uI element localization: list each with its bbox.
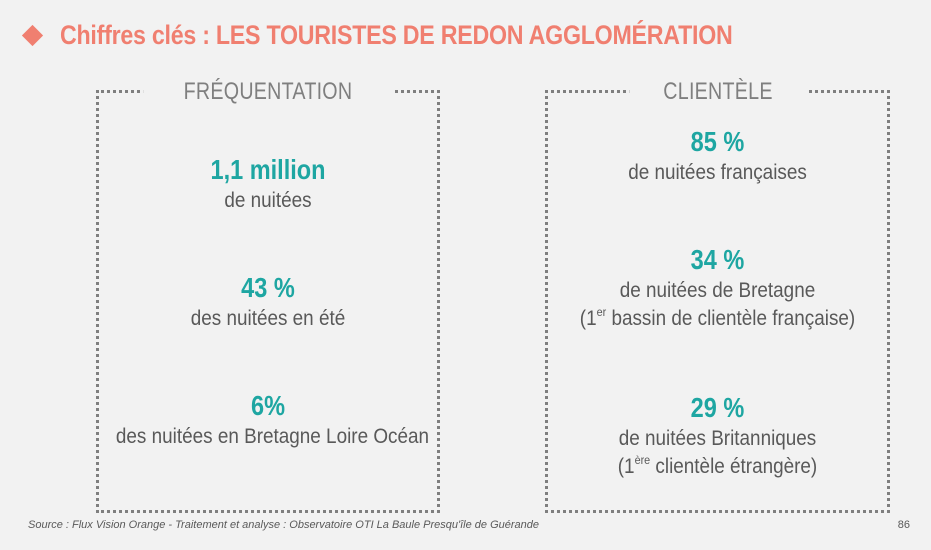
stat-note: (1er bassin de clientèle française) (565, 305, 870, 333)
stat-description: de nuitées de Bretagne (619, 279, 816, 302)
stat-value: 29 % (690, 392, 745, 423)
stat-description: de nuitées françaises (628, 161, 807, 184)
source-note: Source : Flux Vision Orange - Traitement… (28, 519, 540, 531)
stat-note-prefix: (1 (617, 455, 635, 478)
frequentation-heading: FRÉQUENTATION (143, 77, 393, 107)
clientele-heading-text: CLIENTÈLE (662, 78, 773, 105)
stat-nights-summer: 43 % des nuitées en été (99, 271, 437, 333)
clientele-panel: CLIENTÈLE 85 % de nuitées françaises 34 … (545, 77, 890, 513)
stat-nights-bretagne-loire-ocean: 6% des nuitées en Bretagne Loire Océan (99, 389, 437, 451)
stat-nights-total: 1,1 million de nuitées (99, 153, 437, 215)
stat-description: des nuitées en Bretagne Loire Océan (115, 425, 430, 448)
page-number: 86 (897, 519, 910, 531)
stat-note-prefix: (1 (579, 307, 597, 330)
diamond-bullet-icon (21, 24, 44, 46)
frequentation-heading-text: FRÉQUENTATION (183, 78, 353, 105)
stat-value: 85 % (690, 126, 745, 157)
frequentation-panel: FRÉQUENTATION 1,1 million de nuitées 43 … (96, 77, 440, 513)
title-row: Chiffres clés : LES TOURISTES DE REDON A… (20, 14, 842, 56)
stat-description: de nuitées Britanniques (618, 427, 817, 450)
stat-bretagne-nights: 34 % de nuitées de Bretagne (1er bassin … (548, 243, 887, 333)
stat-note: (1ère clientèle étrangère) (565, 453, 870, 481)
stat-value: 43 % (241, 272, 295, 303)
stat-british-nights: 29 % de nuitées Britanniques (1ère clien… (548, 391, 887, 481)
stat-note-superscript: ère (634, 453, 651, 467)
stat-note-superscript: er (596, 305, 607, 319)
stat-value: 34 % (690, 244, 745, 275)
stat-note-rest: clientèle étrangère) (650, 455, 818, 478)
clientele-heading: CLIENTÈLE (628, 77, 807, 107)
stat-value: 6% (251, 390, 285, 421)
stat-description: de nuitées (224, 189, 312, 212)
stat-description: des nuitées en été (190, 307, 346, 330)
page-title: Chiffres clés : LES TOURISTES DE REDON A… (60, 19, 733, 50)
stat-value: 1,1 million (210, 154, 326, 185)
stat-french-nights: 85 % de nuitées françaises (548, 125, 887, 187)
stat-note-rest: bassin de clientèle française) (606, 307, 856, 330)
